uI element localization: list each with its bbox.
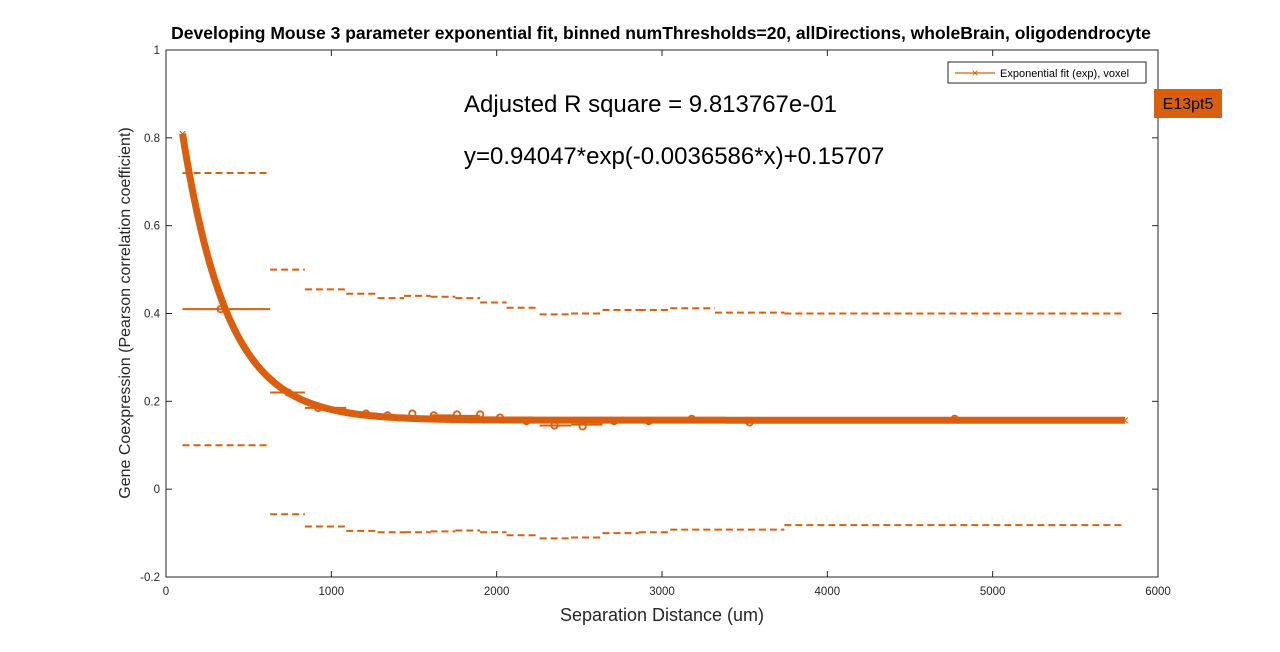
y-tick-label: 0.6 [144,221,160,233]
chart-title: Developing Mouse 3 parameter exponential… [171,23,1151,43]
data-point [644,416,653,426]
x-tick-label: 6000 [1145,586,1171,598]
y-tick-label: 0 [154,484,160,496]
data-point [578,422,587,431]
y-tick-label: 0.4 [144,309,161,321]
y-tick-label: 1 [154,45,160,57]
y-tick-label: 0.2 [144,396,160,408]
data-point [429,411,438,420]
y-tick-label: 0.8 [144,133,160,145]
data-point [609,416,619,426]
data-point [284,388,293,397]
data-point [687,414,696,423]
x-tick-label: 2000 [484,586,510,598]
data-point [522,416,531,426]
y-axis-label: Gene Coexpression (Pearson correlation c… [117,127,134,498]
x-tick-label: 3000 [649,586,675,598]
data-point [745,418,754,427]
data-point [495,413,505,422]
x-tick-label: 1000 [319,586,345,598]
data-point [452,410,462,419]
legend-entry: Exponential fit (exp), voxel [1000,68,1129,80]
x-tick-label: 5000 [980,586,1006,598]
data-point [408,409,417,418]
legend-box [947,61,1147,84]
exponential-fit-curve [179,133,1125,424]
x-tick-label: 0 [163,586,169,598]
tag-box: E13pt5 [1154,89,1222,118]
tag-background [1154,89,1222,118]
y-tick-label: -0.2 [140,572,160,584]
x-tick-label: 4000 [815,586,841,598]
data-point [216,305,225,314]
data-point [361,409,371,418]
data-point [950,414,959,423]
fit-end-marker: × [1121,412,1129,428]
data-point [383,411,392,420]
data-point [314,403,323,413]
tag-label: E13pt5 [1163,96,1214,113]
fit-end-marker: × [178,126,186,142]
x-axis-label: Separation Distance (um) [560,605,764,625]
plot-area [165,49,1159,578]
legend-marker-icon: × [971,66,978,80]
r-square-annotation: Adjusted R square = 9.813767e-01 [464,91,837,118]
fit-equation-annotation: y=0.94047*exp(-0.0036586*x)+0.15707 [464,143,884,170]
data-point [476,410,485,419]
legend[interactable]: × Exponential fit (exp), voxel [947,61,1147,84]
data-point [550,421,559,430]
